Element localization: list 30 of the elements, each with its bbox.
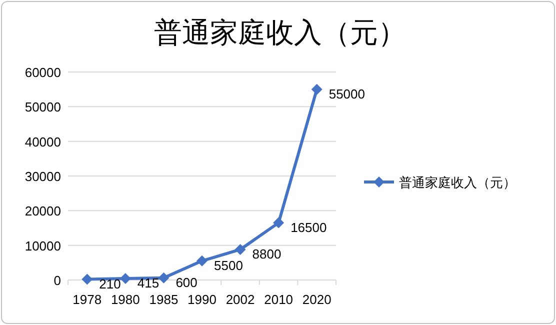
- point: [273, 217, 284, 228]
- data-label: 210: [99, 276, 121, 292]
- point: [234, 244, 246, 255]
- data-label: 16500: [290, 220, 327, 235]
- x-tick-label: 2002: [226, 292, 255, 307]
- data-label: 55000: [328, 86, 366, 102]
- x-tick-label: 1985: [149, 292, 178, 307]
- x-tick-label: 2010: [264, 292, 294, 307]
- y-tick-label: 50000: [24, 100, 61, 115]
- y-tick-label: 30000: [24, 169, 61, 184]
- point: [120, 273, 131, 284]
- chart-title: 普通家庭收入（元）: [154, 16, 406, 49]
- x-tick-label: 1990: [188, 292, 216, 307]
- y-tick-label: 60000: [24, 65, 61, 80]
- data-label: 600: [176, 274, 198, 290]
- data-label: 8800: [252, 246, 282, 262]
- point: [82, 274, 93, 285]
- y-tick-label: 20000: [24, 204, 61, 219]
- point: [158, 272, 170, 284]
- data-label: 415: [137, 276, 160, 291]
- point: [311, 84, 322, 95]
- data-label: 5500: [214, 258, 243, 273]
- y-tick-label: 40000: [24, 134, 61, 150]
- legend-label: 普通家庭收入（元）: [399, 175, 516, 190]
- y-tick-label: 10000: [24, 238, 61, 254]
- x-tick-label: 1978: [72, 292, 102, 307]
- x-tick-label: 1980: [110, 292, 140, 307]
- point: [196, 255, 208, 266]
- y-tick-label: 0: [54, 273, 61, 288]
- x-tick-label: 2020: [302, 292, 332, 307]
